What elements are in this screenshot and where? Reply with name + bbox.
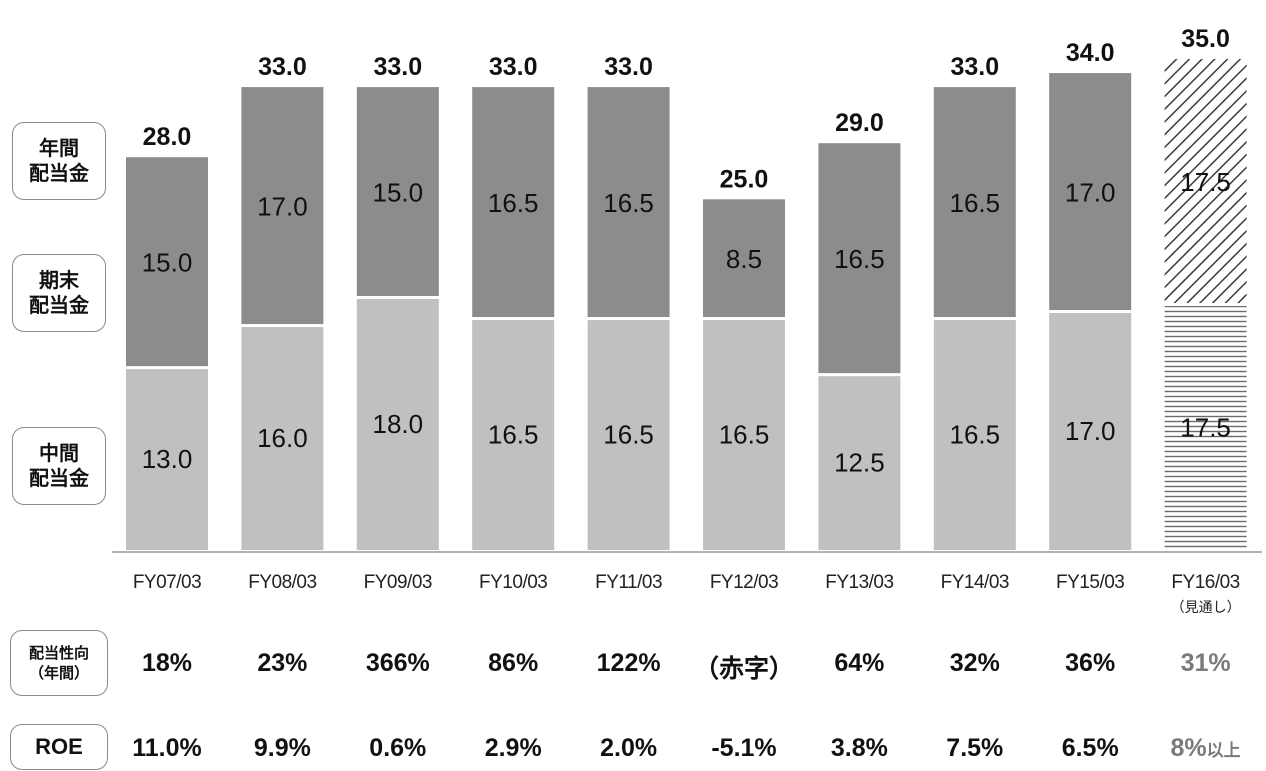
bar-total-label: 34.0 — [1066, 39, 1115, 67]
x-tick-label: FY08/03 — [248, 572, 316, 593]
bar-interim-label: 16.5 — [949, 419, 1000, 449]
payout-ratio-label: 配当性向 （年間） — [10, 630, 108, 696]
bar-interim-label: 17.0 — [1065, 416, 1116, 446]
bar-interim-label: 16.5 — [488, 419, 539, 449]
bar-year-end — [356, 87, 439, 296]
bar-year-end-label: 16.5 — [834, 244, 885, 274]
bar-interim — [587, 320, 670, 550]
bar-year-end-label: 15.0 — [372, 177, 423, 207]
bar-total-label: 33.0 — [258, 53, 307, 81]
roe-value: 3.8% — [830, 734, 888, 762]
x-tick-label: FY16/03 — [1171, 572, 1239, 593]
bar-year-end — [241, 87, 324, 325]
bar-interim — [818, 376, 901, 550]
bar-total-label: 33.0 — [373, 53, 422, 81]
bar-year-end-label: 17.0 — [257, 191, 308, 221]
bar-interim — [126, 369, 208, 550]
roe-value: 6.5% — [1061, 734, 1119, 762]
payout-ratio-value: 31% — [1180, 649, 1231, 677]
payout-ratio-value: 36% — [1065, 649, 1116, 677]
roe-value: 0.6% — [369, 734, 427, 762]
payout-ratio-value: 64% — [834, 649, 885, 677]
bar-total-label: 33.0 — [604, 53, 653, 81]
bar-interim — [933, 320, 1016, 550]
roe-suffix: 以上 — [1206, 741, 1241, 761]
bar-total-label: 28.0 — [143, 123, 192, 151]
payout-ratio-value: 18% — [141, 649, 193, 677]
roe-value: 8%以上 — [1170, 734, 1241, 762]
x-tick-label: FY13/03 — [825, 572, 893, 593]
payout-ratio-value: （赤字） — [693, 655, 794, 683]
roe-value: 11.0% — [132, 734, 202, 762]
bar-interim-label: 13.0 — [142, 444, 193, 474]
roe-value: 2.9% — [484, 734, 542, 762]
x-tick-label: FY09/03 — [364, 572, 432, 593]
payout-ratio-value: 122% — [596, 649, 661, 677]
x-tick-label: FY14/03 — [941, 572, 1009, 593]
bar-year-end-label: 8.5 — [726, 244, 762, 274]
roe-value: -5.1% — [711, 734, 777, 762]
bar-interim-label: 16.5 — [719, 419, 770, 449]
roe-value: 7.5% — [946, 734, 1004, 762]
bar-year-end-label: 16.5 — [949, 188, 1000, 218]
bar-interim-label: 17.5 — [1180, 412, 1231, 442]
bar-year-end — [472, 87, 555, 318]
bar-interim — [703, 320, 785, 550]
x-tick-note: （見通し） — [1171, 600, 1241, 616]
payout-ratio-value: 366% — [365, 649, 430, 677]
roe-value: 2.0% — [600, 734, 658, 762]
bar-year-end-label: 16.5 — [488, 188, 539, 218]
roe-label: ROE — [10, 724, 108, 770]
bar-interim-label: 18.0 — [372, 409, 423, 439]
legend-year-end-dividend: 期末 配当金 — [12, 254, 106, 332]
payout-ratio-value: 32% — [949, 649, 1000, 677]
bar-year-end — [703, 199, 785, 318]
legend-annual-dividend: 年間 配当金 — [12, 122, 106, 200]
bar-year-end — [126, 157, 208, 367]
bar-interim — [356, 299, 439, 550]
x-tick-label: FY10/03 — [479, 572, 547, 593]
x-tick-label: FY15/03 — [1056, 572, 1124, 593]
x-tick-label: FY12/03 — [710, 572, 778, 593]
bar-year-end-label: 17.0 — [1065, 177, 1116, 207]
x-tick-label: FY07/03 — [133, 572, 201, 593]
legend-interim-dividend: 中間 配当金 — [12, 427, 106, 505]
bar-year-end-label: 17.5 — [1180, 167, 1231, 197]
bar-interim-label: 12.5 — [834, 447, 885, 477]
bar-total-label: 29.0 — [835, 109, 884, 137]
bar-interim — [1049, 313, 1132, 550]
bar-year-end — [1049, 73, 1132, 311]
payout-ratio-value: 23% — [257, 649, 308, 677]
x-tick-label: FY11/03 — [595, 572, 662, 593]
bar-total-label: 33.0 — [950, 53, 999, 81]
bar-year-end-label: 16.5 — [603, 188, 654, 218]
bar-interim — [472, 320, 555, 550]
bar-total-label: 33.0 — [489, 53, 538, 81]
payout-ratio-value: 86% — [488, 649, 539, 677]
bar-interim-label: 16.0 — [257, 423, 308, 453]
bar-year-end — [1164, 59, 1247, 304]
bar-total-label: 35.0 — [1181, 25, 1230, 53]
bar-year-end-label: 15.0 — [142, 247, 193, 277]
bar-interim — [1164, 306, 1247, 550]
bar-year-end — [818, 143, 901, 374]
bar-total-label: 25.0 — [720, 165, 769, 193]
bar-year-end — [933, 87, 1016, 318]
dividend-bar-chart: 13.0 15.0 28.0 FY07/03 16.0 17.0 33.0 FY08/03 18… — [112, 25, 1262, 616]
bar-interim-label: 16.5 — [603, 419, 654, 449]
bar-interim — [241, 327, 324, 550]
bar-year-end — [587, 87, 670, 318]
roe-value: 9.9% — [253, 734, 311, 762]
